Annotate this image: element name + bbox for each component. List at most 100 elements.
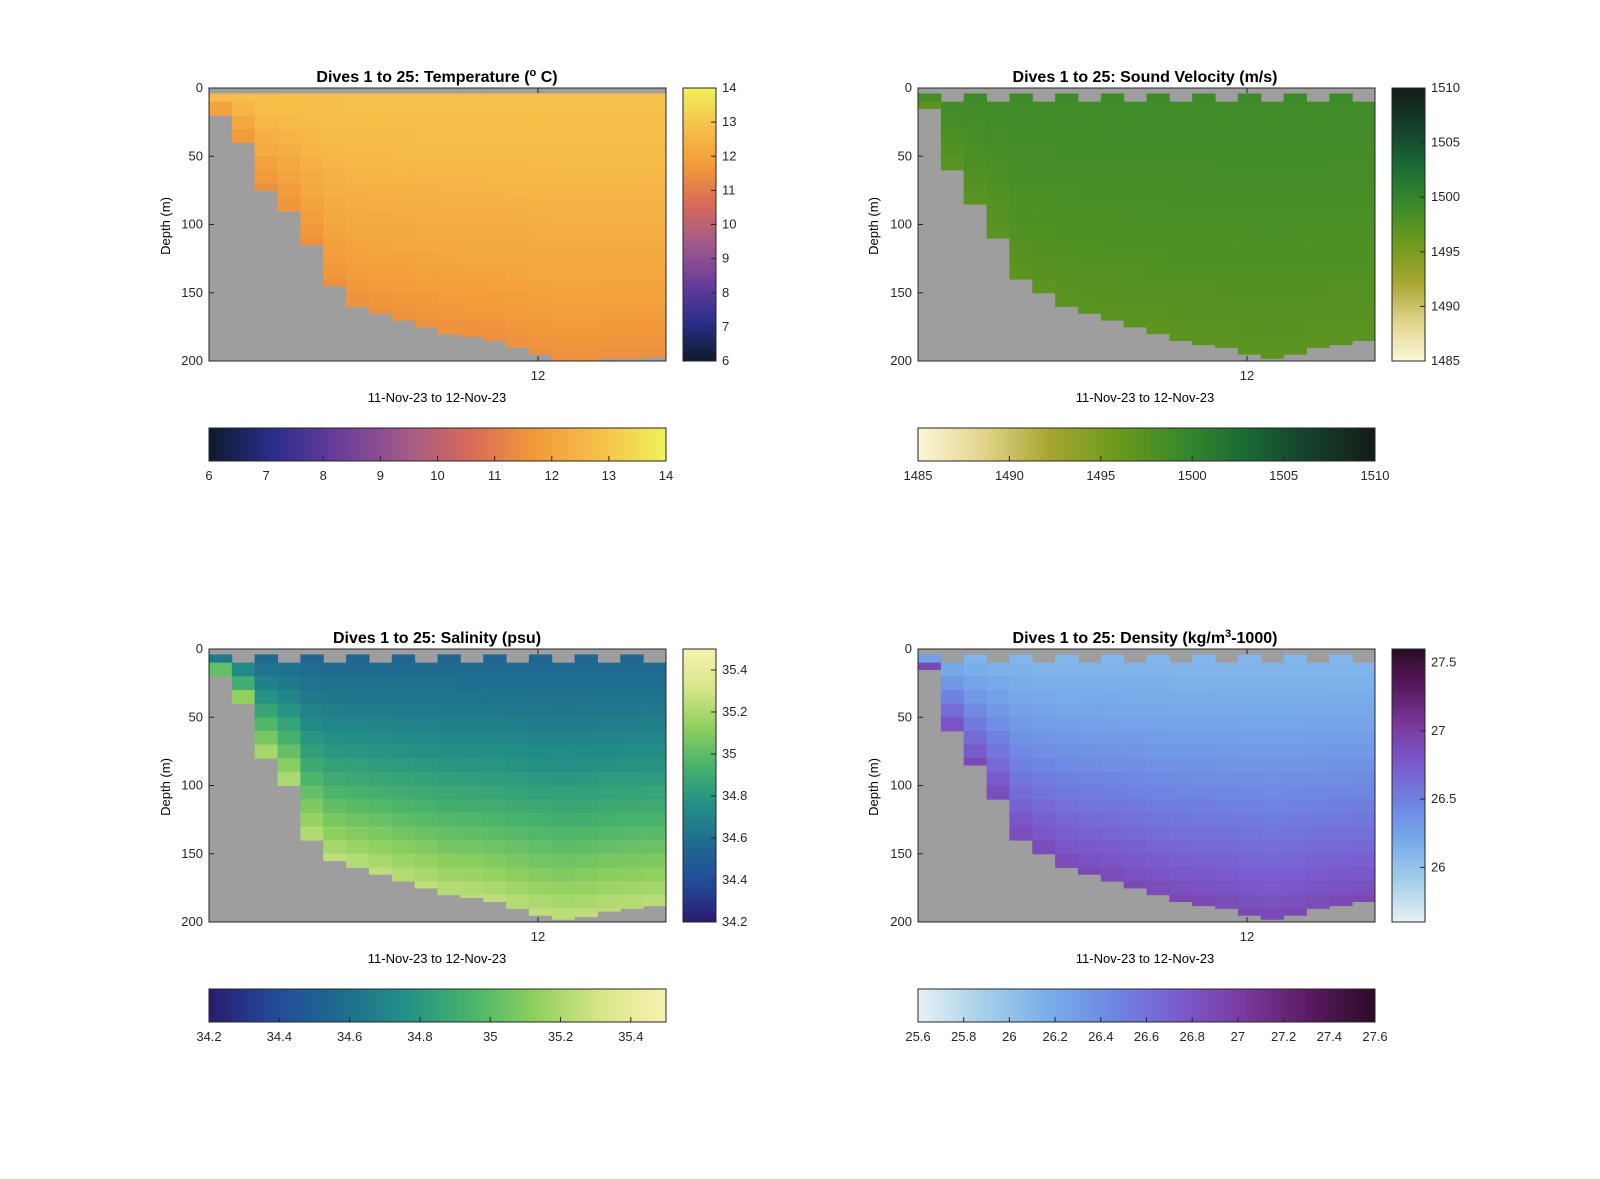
data-cell (1215, 224, 1239, 239)
data-cell (1077, 689, 1102, 705)
data-cell (437, 210, 461, 225)
data-cell (1329, 265, 1353, 280)
data-cell (1260, 730, 1285, 746)
data-cell (1123, 881, 1147, 889)
data-cell (620, 169, 644, 185)
data-cell (1055, 840, 1079, 855)
data-cell (1237, 224, 1262, 239)
data-cell (643, 676, 667, 691)
data-cell (1123, 771, 1147, 786)
data-cell (1032, 717, 1056, 732)
data-cell (1237, 799, 1262, 814)
data-cell (963, 703, 988, 718)
data-cell (1055, 183, 1079, 198)
data-cell (277, 93, 301, 103)
data-cell (1123, 744, 1147, 759)
data-cell (1055, 771, 1079, 786)
colorbar-tick-label: 35 (722, 746, 736, 761)
data-cell (391, 730, 416, 746)
data-cell (460, 867, 484, 882)
data-cell (391, 799, 416, 814)
heatmap-area: 0 50 100 150 200 12 (181, 80, 667, 383)
data-cell (1032, 662, 1056, 677)
data-cell (1032, 128, 1056, 144)
data-cell (1215, 676, 1239, 691)
data-cell (1100, 93, 1125, 103)
data-cell (483, 197, 507, 212)
data-cell (460, 128, 484, 144)
y-tick-label: 0 (196, 641, 203, 656)
data-cell (437, 758, 461, 773)
data-cell (1077, 771, 1102, 786)
data-cell (391, 744, 416, 759)
data-cell (1146, 758, 1170, 773)
data-cell (1077, 101, 1102, 116)
colorbar-right: 6 7 8 9 10 11 12 13 14 (682, 80, 736, 368)
data-cell (1169, 128, 1193, 144)
data-cell (346, 744, 370, 759)
data-cell (437, 744, 461, 759)
data-cell (506, 292, 530, 307)
data-cell (986, 115, 1010, 130)
data-cell (300, 224, 324, 239)
data-cell (1077, 183, 1102, 198)
data-cell (1169, 662, 1193, 677)
data-cell (620, 840, 644, 855)
colorbar-tick-label: 6 (205, 468, 212, 483)
data-cell (1032, 840, 1056, 855)
data-cell (1169, 169, 1193, 185)
data-cell (597, 169, 621, 185)
data-cell (1215, 115, 1239, 130)
data-cell (368, 156, 393, 171)
data-cell (414, 238, 438, 253)
data-cell (1260, 251, 1285, 266)
data-cell (1352, 894, 1376, 903)
data-cell (1283, 785, 1307, 800)
data-cell (1352, 799, 1376, 814)
data-cell (1192, 758, 1216, 773)
data-cell (300, 169, 324, 185)
data-cell (1055, 128, 1079, 144)
panel-title: Dives 1 to 25: Salinity (psu) (333, 630, 541, 647)
data-cell (1237, 908, 1262, 916)
colorbar-tick-label: 1490 (995, 468, 1024, 483)
data-cell (414, 169, 438, 185)
data-cell (1329, 224, 1353, 239)
data-cell (1032, 758, 1056, 773)
data-cell (1306, 881, 1330, 896)
data-cell (1283, 853, 1307, 868)
data-cell (986, 169, 1010, 185)
data-cell (1215, 771, 1239, 786)
data-cell (300, 771, 324, 786)
data-cell (1055, 238, 1079, 253)
data-cell (1169, 717, 1193, 732)
data-cell (574, 142, 598, 157)
data-cell (1169, 279, 1193, 294)
data-cell (1215, 306, 1239, 321)
colorbar-tick-label: 27.2 (1271, 1029, 1296, 1044)
data-cell (1192, 128, 1216, 144)
data-cell (1306, 689, 1330, 705)
data-cell (1146, 169, 1170, 185)
data-cell (323, 744, 347, 759)
data-cell (1329, 826, 1353, 841)
data-cell (643, 279, 667, 294)
data-cell (574, 785, 598, 800)
data-cell (1329, 758, 1353, 773)
data-cell (551, 347, 576, 362)
data-cell (1329, 894, 1353, 907)
data-cell (1283, 717, 1307, 732)
data-cell (1146, 676, 1170, 691)
data-cell (368, 812, 393, 827)
data-cell (1146, 703, 1170, 718)
data-cell (460, 717, 484, 732)
data-cell (346, 238, 370, 253)
data-cell (1352, 771, 1376, 786)
data-cell (1283, 115, 1307, 130)
data-cell (1237, 265, 1262, 280)
data-cell (1283, 840, 1307, 855)
data-cell (437, 654, 461, 664)
data-cell (574, 347, 598, 362)
data-cell (437, 853, 461, 868)
data-cell (1100, 662, 1125, 677)
